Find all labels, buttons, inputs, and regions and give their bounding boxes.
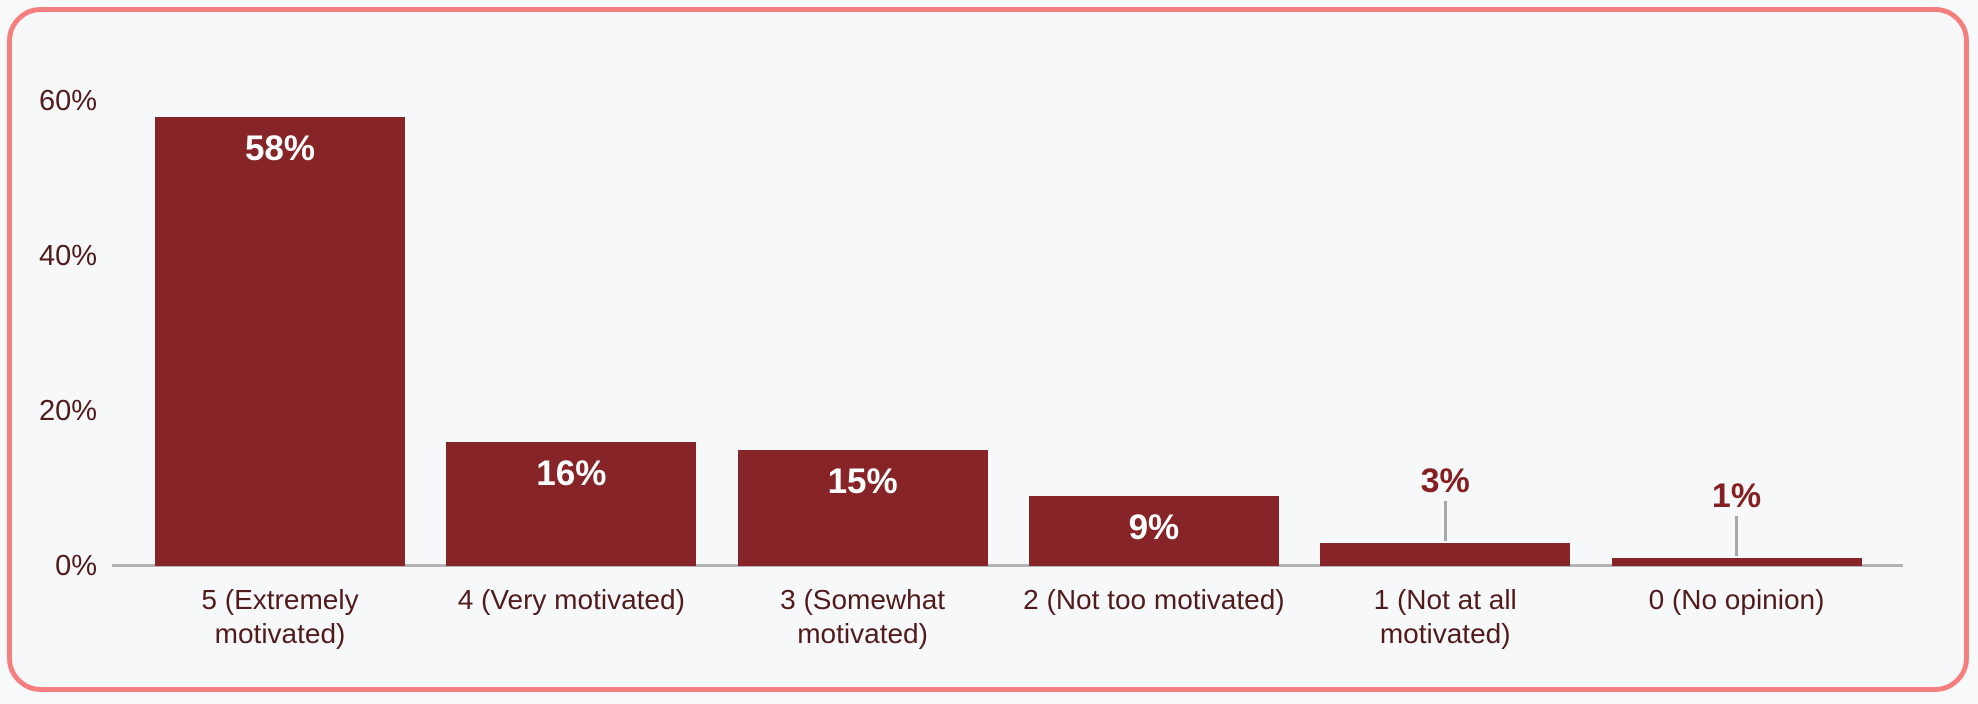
label-connector-line [1443,500,1447,541]
bar-value-label: 16% [536,454,607,493]
bar: 58% [155,116,405,566]
bar [1320,542,1571,566]
category-label: 4 (Very motivated) [421,583,721,617]
y-axis-tick-label: 40% [38,240,97,272]
bar: 16% [446,442,697,566]
category-label: 0 (No opinion) [1587,583,1887,617]
category-label-line: motivated) [797,618,928,649]
x-axis-line [112,564,1903,567]
y-axis-tick-label: 0% [55,550,97,582]
category-label-line: 4 (Very motivated) [457,584,685,615]
category-label: 3 (Somewhat motivated) [713,583,1013,651]
bar: 15% [737,449,988,566]
bar-value-label: 9% [1128,508,1180,548]
category-label: 5 (Extremely motivated) [130,583,430,651]
y-axis-tick-label: 60% [38,85,97,117]
y-axis-tick-label: 20% [38,395,97,427]
category-label-line: 3 (Somewhat [780,584,946,615]
bar-value-label: 1% [1711,477,1762,516]
bar-value-label: 58% [244,128,316,168]
category-label-line: motivated) [214,618,346,649]
category-label-line: 5 (Extremely [201,584,359,615]
category-label-line: 2 (Not too motivated) [1023,584,1285,615]
category-label-line: motivated) [1379,618,1511,649]
bar [1611,558,1862,566]
category-label: 1 (Not at all motivated) [1295,583,1595,651]
category-label-line: 0 (No opinion) [1648,584,1825,615]
bar-value-label: 3% [1420,461,1470,500]
category-label: 2 (Not too motivated) [1004,583,1304,617]
category-label-line: 1 (Not at all [1373,584,1517,615]
bar: 9% [1028,496,1279,566]
bar-value-label: 15% [827,461,898,501]
label-connector-line [1735,516,1738,557]
